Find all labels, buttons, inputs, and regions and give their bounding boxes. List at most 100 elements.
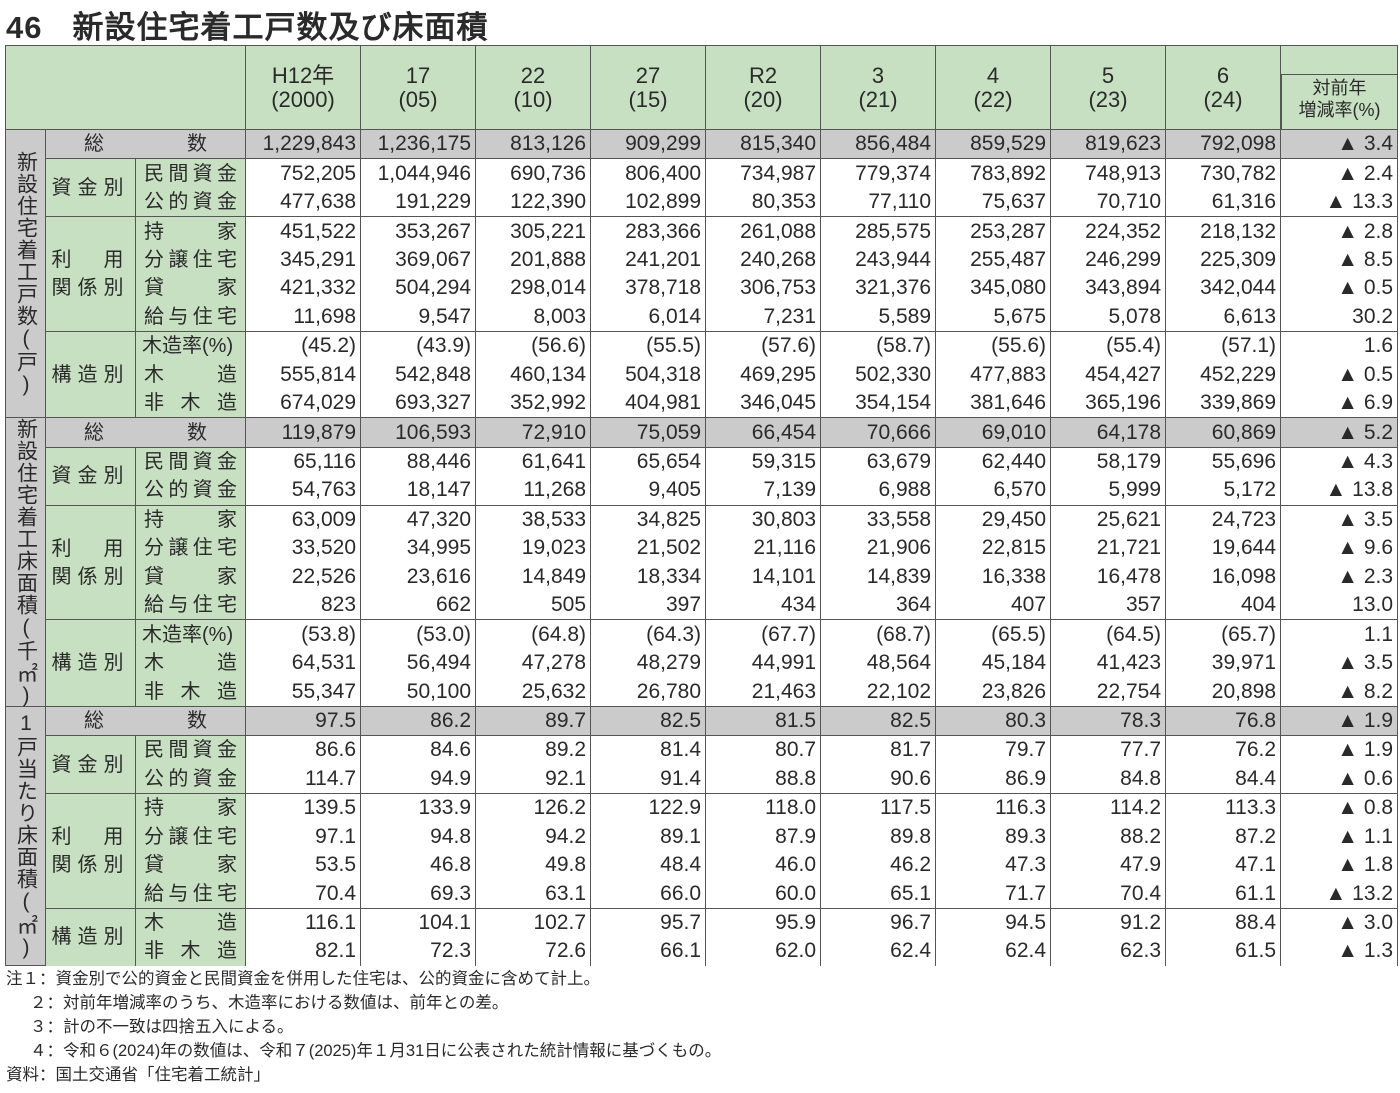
value-cell: 88.2 <box>1050 822 1167 851</box>
year-header-line: (24) <box>1203 86 1243 112</box>
total-label: 総数 <box>44 128 247 159</box>
value-cell: 407 <box>935 591 1052 620</box>
group-label: 利 用関係別 <box>45 793 136 909</box>
value-cell: (57.1) <box>1165 331 1282 361</box>
value-cell: 469,295 <box>705 360 822 389</box>
value-cell: (64.5) <box>1050 619 1167 649</box>
change-cell: ▲ 3.5 <box>1280 648 1399 678</box>
value-cell: 95.7 <box>590 907 707 938</box>
table-row: 非木造 82.1 72.3 72.6 66.1 62.0 62.4 62.4 62.3 61.5 ▲… <box>6 937 1399 966</box>
value-cell: 9,405 <box>590 476 707 506</box>
value-cell: 48,279 <box>590 648 707 678</box>
change-header-line: 対前年 <box>1312 78 1367 98</box>
table-row: 資金別 民間資金 65,116 88,446 61,641 65,654 59,315 63,… <box>6 446 1399 506</box>
group-label: 利 用関係別 <box>45 216 136 332</box>
year-header: 22 (10) <box>475 45 592 130</box>
value-cell: 47,320 <box>360 504 477 535</box>
value-cell: 1,044,946 <box>360 158 477 188</box>
value-cell: 76.8 <box>1165 705 1282 736</box>
group-label-line: 構造別 <box>51 652 130 675</box>
value-cell: (64.3) <box>590 619 707 649</box>
table-row: 公的資金 114.7 94.9 92.1 91.4 88.8 90.6 86.9 84.8 84.… <box>6 764 1399 794</box>
value-cell: 18,334 <box>590 562 707 591</box>
change-cell: ▲ 8.2 <box>1280 677 1399 707</box>
table-row: 給与住宅 11,698 9,547 8,003 6,014 7,231 5,589 5,675… <box>6 302 1399 332</box>
change-cell: ▲ 2.8 <box>1280 216 1399 246</box>
note-line: ３：計の不一致は四捨五入による。 <box>30 1018 294 1036</box>
value-cell: 357 <box>1050 591 1167 620</box>
value-cell: 9,547 <box>360 302 477 332</box>
value-cell: 674,029 <box>245 388 362 418</box>
value-cell: 404 <box>1165 591 1282 620</box>
value-cell: 38,533 <box>475 504 592 535</box>
note-line: ４：令和６(2024)年の数値は、令和７(2025)年１月31日に公表された統計… <box>30 1042 722 1060</box>
value-cell: 555,814 <box>245 360 362 389</box>
group-label-line: 資金別 <box>51 465 130 488</box>
year-header: 6 (24) <box>1165 45 1282 130</box>
change-cell: ▲ 0.5 <box>1280 274 1399 303</box>
value-cell: 502,330 <box>820 360 937 389</box>
note-line: ２：対前年増減率のうち、木造率における数値は、前年との差。 <box>30 994 509 1012</box>
value-cell: 343,894 <box>1050 274 1167 303</box>
page-title: 46 新設住宅着工戸数及び床面積 <box>6 2 488 47</box>
change-cell: 13.0 <box>1280 591 1399 620</box>
table-number: 46 <box>6 10 43 45</box>
housing-starts-table: H12年 (2000) 17 (05) 22 (10) 27 (15) R2 (20) 3 (21) 4… <box>4 45 1399 967</box>
year-header-line: (20) <box>743 86 783 112</box>
value-cell: 80.3 <box>935 705 1052 736</box>
value-cell: 126.2 <box>475 793 592 823</box>
value-cell: 819,623 <box>1050 128 1167 159</box>
value-cell: (55.4) <box>1050 331 1167 361</box>
group-label: 構造別 <box>45 619 136 707</box>
value-cell: (53.0) <box>360 619 477 649</box>
table-row: 木造 555,814 542,848 460,134 504,318 469,295 502… <box>6 360 1399 389</box>
value-cell: 8,003 <box>475 302 592 332</box>
value-cell: 88.4 <box>1165 907 1282 938</box>
value-cell: 61.1 <box>1165 879 1282 909</box>
value-cell: 6,014 <box>590 302 707 332</box>
value-cell: 122,390 <box>475 187 592 217</box>
year-header: 3 (21) <box>820 45 937 130</box>
value-cell: 87.9 <box>705 822 822 851</box>
value-cell: 460,134 <box>475 360 592 389</box>
change-cell: ▲ 4.3 <box>1280 446 1399 477</box>
row-label: 持家 <box>134 216 247 246</box>
value-cell: 117.5 <box>820 793 937 823</box>
value-cell: 61,641 <box>475 446 592 477</box>
row-label: 木造 <box>134 907 247 938</box>
value-cell: 690,736 <box>475 158 592 188</box>
value-cell: 86.9 <box>935 764 1052 794</box>
value-cell: 225,309 <box>1165 245 1282 275</box>
value-cell: 7,231 <box>705 302 822 332</box>
note-line: 資料：国土交通省「住宅着工統計」 <box>6 1066 270 1084</box>
value-cell: 139.5 <box>245 793 362 823</box>
value-cell: 90.6 <box>820 764 937 794</box>
row-label: 持家 <box>134 793 247 823</box>
value-cell: 84.4 <box>1165 764 1282 794</box>
table-row: 公的資金 477,638 191,229 122,390 102,899 80,353 77… <box>6 187 1399 217</box>
table-row: 構造別 木造 116.1 104.1 102.7 95.7 95.9 96.7 94.5 91.2… <box>6 907 1399 966</box>
value-cell: 434 <box>705 591 822 620</box>
change-header-box: 対前年 増減率(%) <box>1281 74 1398 129</box>
value-cell: 477,638 <box>245 187 362 217</box>
change-cell: ▲ 6.9 <box>1280 388 1399 418</box>
value-cell: 241,201 <box>590 245 707 275</box>
value-cell: 11,268 <box>475 476 592 506</box>
value-cell: 56,494 <box>360 648 477 678</box>
table-row: 構造別 木造率(%) (45.2) (43.9) (56.6) (55.5) (57.6)(… <box>6 331 1399 418</box>
value-cell: 813,126 <box>475 128 592 159</box>
value-cell: 84.6 <box>360 735 477 765</box>
value-cell: 224,352 <box>1050 216 1167 246</box>
value-cell: 321,376 <box>820 274 937 303</box>
row-label: 民間資金 <box>134 158 247 188</box>
value-cell: 59,315 <box>705 446 822 477</box>
value-cell: 46.2 <box>820 850 937 880</box>
value-cell: 116.1 <box>245 907 362 938</box>
value-cell: (65.7) <box>1165 619 1282 649</box>
value-cell: 114.7 <box>245 764 362 794</box>
value-cell: 89.3 <box>935 822 1052 851</box>
value-cell: (53.8) <box>245 619 362 649</box>
change-cell: ▲ 9.6 <box>1280 534 1399 563</box>
value-cell: 859,529 <box>935 128 1052 159</box>
group-label-line: 利 用 <box>51 249 130 272</box>
